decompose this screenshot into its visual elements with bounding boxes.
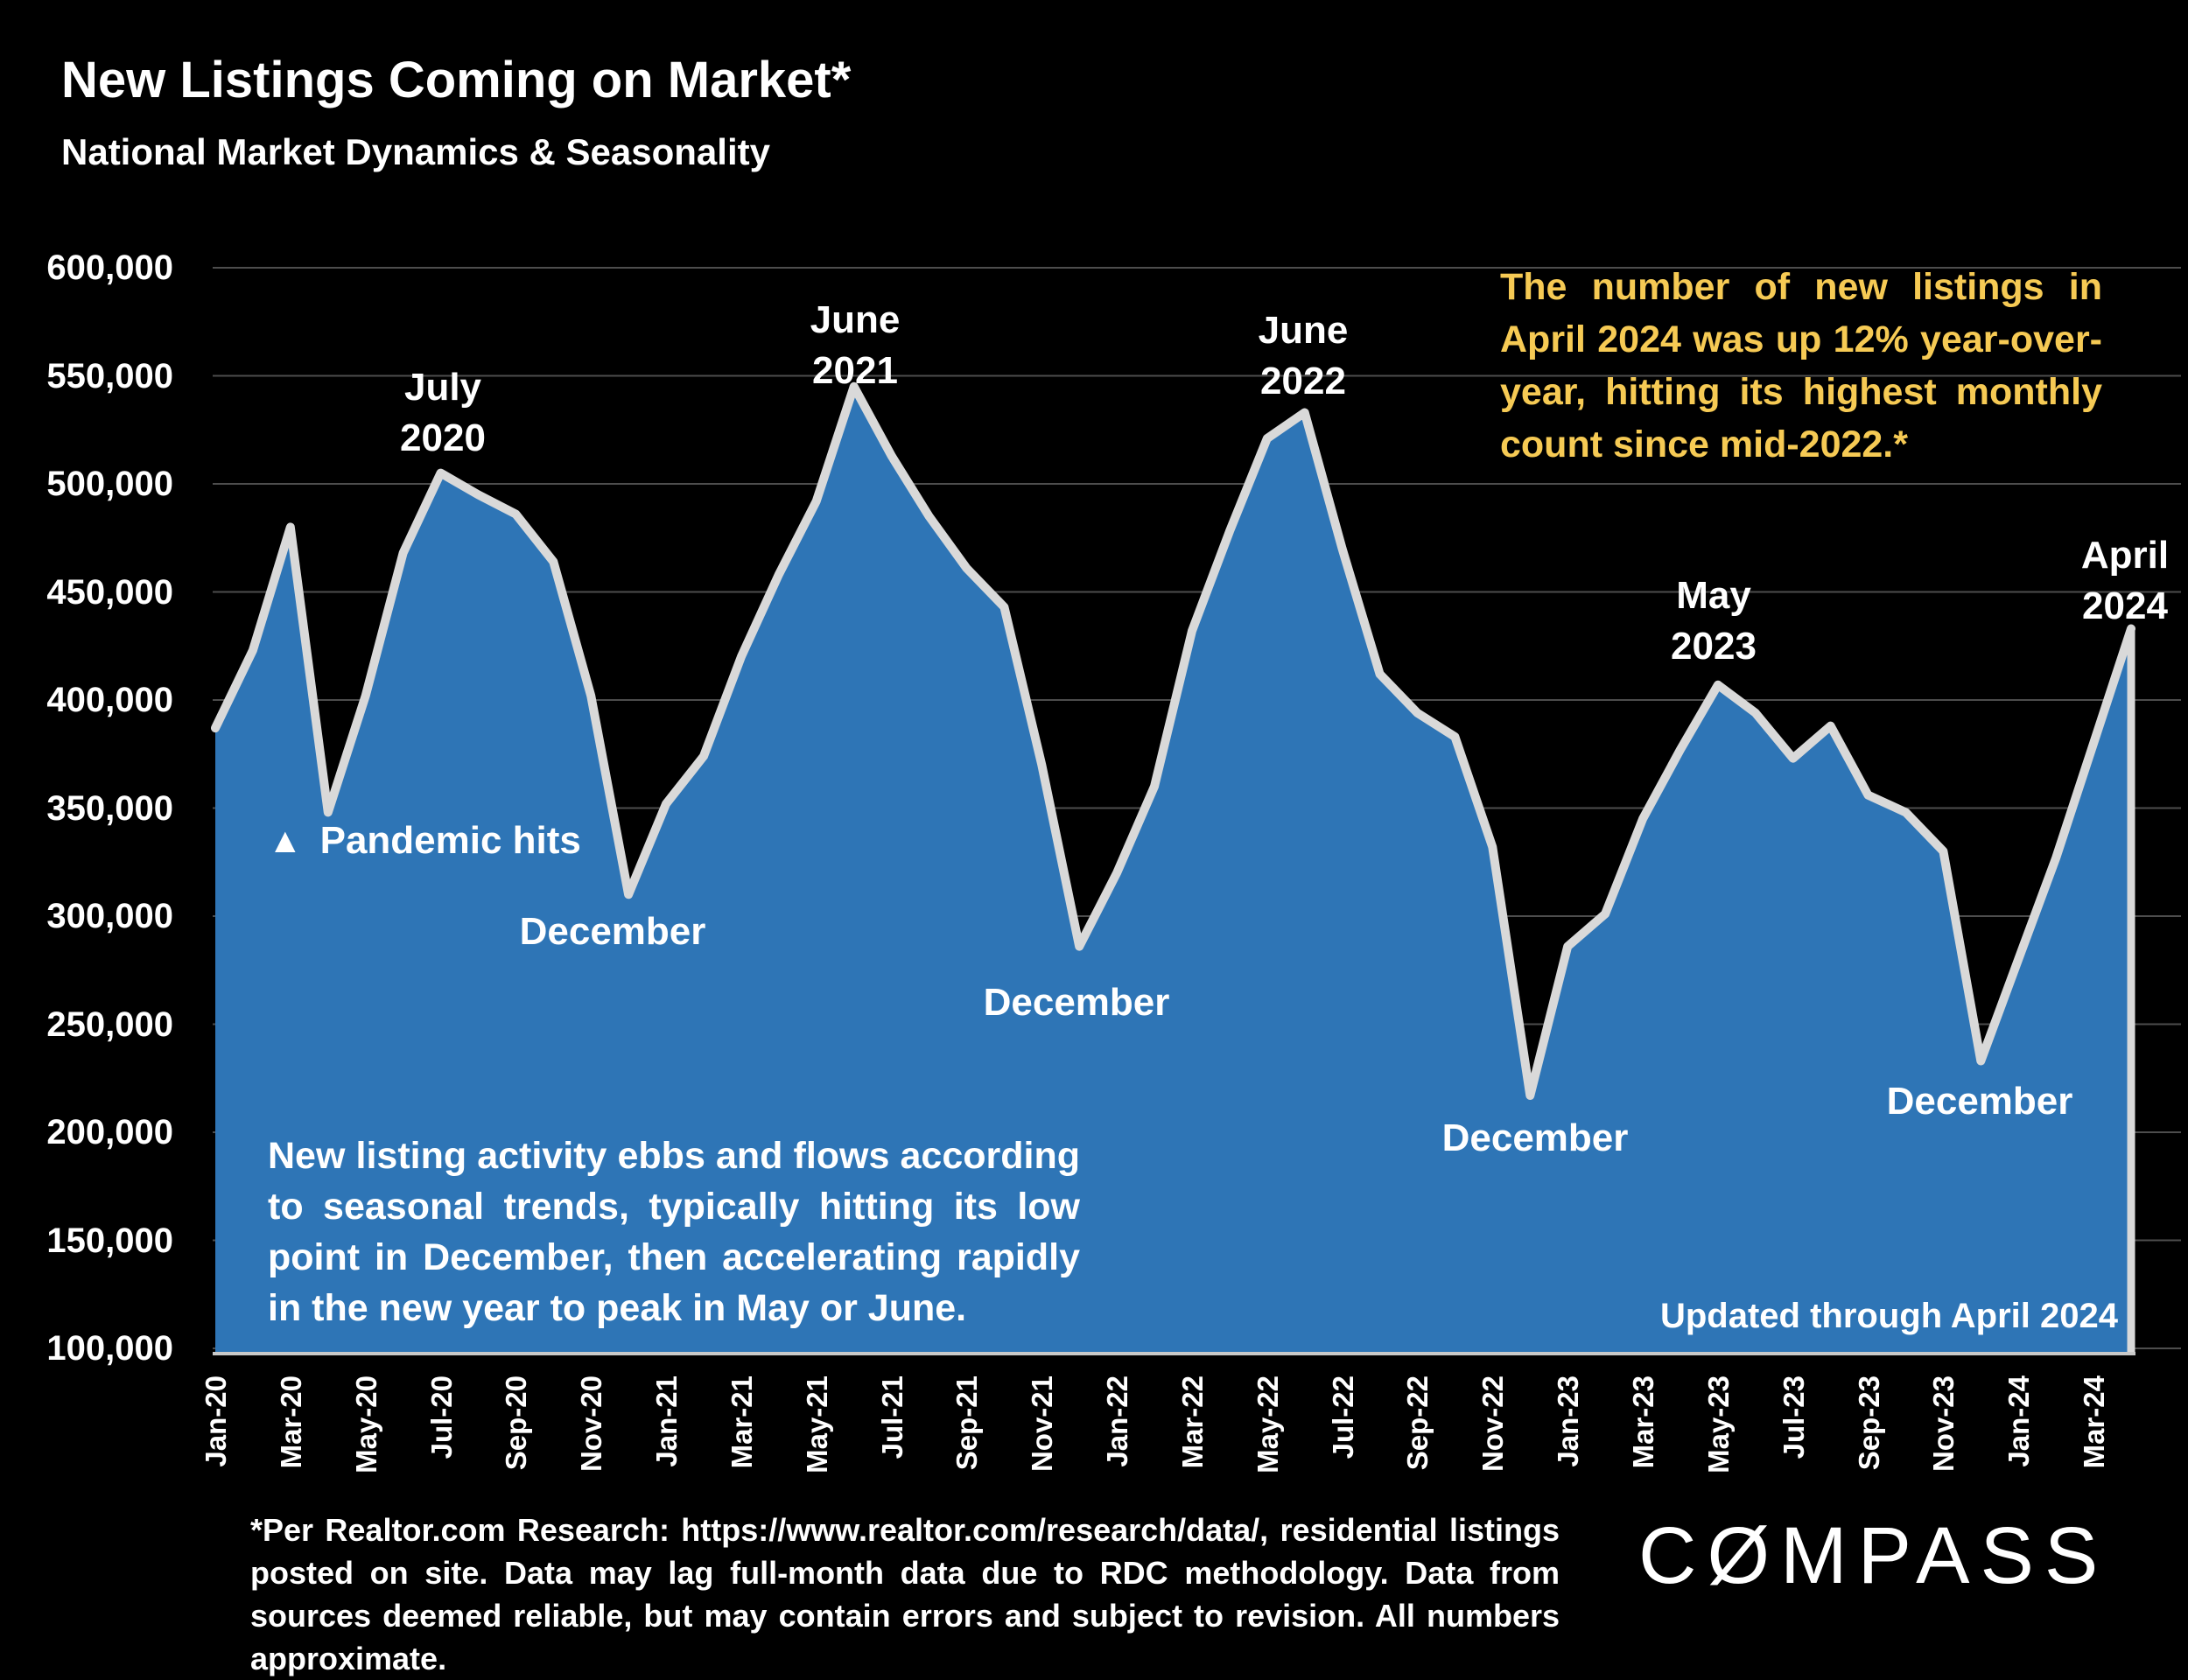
peak-label-may-2023: May 2023 (1671, 570, 1757, 672)
y-axis-tick-label: 500,000 (46, 465, 173, 503)
peak-label-line: 2022 (1260, 360, 1346, 402)
y-axis-tick-label: 550,000 (46, 356, 173, 396)
x-axis-tick-label: Nov-23 (1927, 1376, 1960, 1473)
x-axis-tick-label: Nov-22 (1476, 1376, 1510, 1473)
x-axis-tick-label: Sep-22 (1401, 1376, 1434, 1471)
y-axis-tick-label: 600,000 (46, 248, 173, 287)
peak-label-june-2022: June 2022 (1259, 305, 1349, 407)
page-subtitle: National Market Dynamics & Seasonality (61, 131, 770, 172)
peak-label-line: 2020 (400, 416, 486, 459)
y-axis-tick-label: 350,000 (46, 788, 173, 828)
seasonality-callout: New listing activity ebbs and flows acco… (268, 1135, 1080, 1329)
highlight-callout: The number of new listings in April 2024… (1500, 266, 2102, 466)
y-axis-tick-label: 300,000 (46, 897, 173, 935)
x-axis-tick-label: Nov-21 (1026, 1376, 1059, 1473)
peak-label-line: May (1676, 574, 1751, 617)
trough-label-dec-2021: December (983, 981, 1170, 1024)
x-axis-tick-label: Jan-21 (650, 1376, 684, 1467)
x-axis-tick-label: Nov-20 (575, 1376, 608, 1473)
footnote: *Per Realtor.com Research: https://www.r… (250, 1512, 1560, 1676)
peak-label-line: 2021 (812, 349, 898, 392)
y-axis-tick-label: 450,000 (46, 572, 173, 612)
x-axis-tick-label: Jul-20 (424, 1376, 458, 1460)
x-axis-tick-label: Jul-23 (1777, 1376, 1810, 1460)
area-chart (211, 267, 2181, 1355)
y-axis-tick-label: 100,000 (46, 1329, 173, 1368)
x-axis-tick-label: May-20 (349, 1376, 382, 1474)
x-axis-tick-label: Mar-24 (2078, 1376, 2111, 1469)
x-axis-tick-label: Mar-22 (1175, 1376, 1209, 1469)
y-axis-tick-label: 250,000 (46, 1004, 173, 1044)
page-title: New Listings Coming on Market* (61, 52, 852, 108)
peak-label-line: 2023 (1671, 625, 1757, 668)
x-axis-tick-label: May-22 (1251, 1376, 1284, 1474)
y-axis-tick-label: 400,000 (46, 681, 173, 719)
y-axis-tick-label: 150,000 (46, 1221, 173, 1260)
x-axis-tick-label: Jan-22 (1101, 1376, 1134, 1467)
slide: { "page": { "title": "New Listings Comin… (46, 52, 2181, 1676)
x-axis-tick-label: Jan-24 (2002, 1376, 2036, 1467)
y-axis-tick-label: 200,000 (46, 1113, 173, 1152)
x-axis-tick-label: Mar-20 (274, 1376, 307, 1469)
x-axis-tick-label: May-21 (800, 1376, 833, 1474)
area-series (215, 386, 2131, 1352)
x-axis-tick-label: Sep-21 (950, 1376, 984, 1471)
x-axis-tick-label: Sep-20 (500, 1376, 533, 1471)
trend-line (211, 382, 2135, 1100)
x-axis-tick-label: May-23 (1701, 1376, 1735, 1474)
x-axis-tick-label: Jul-22 (1326, 1376, 1359, 1460)
compass-logo: CØMPASS (1638, 1511, 2109, 1600)
pandemic-label: Pandemic hits (319, 819, 581, 862)
trough-label-dec-2022: December (1441, 1116, 1629, 1159)
x-axis-tick-label: Jan-23 (1552, 1376, 1585, 1467)
peak-label-line: June (810, 298, 901, 341)
peak-label-july-2020: July 2020 (400, 362, 486, 464)
pandemic-callout: ▲ Pandemic hits (268, 819, 581, 863)
x-axis-tick-label: Jan-20 (200, 1376, 232, 1467)
trough-label-dec-2023: December (1886, 1080, 2073, 1123)
peak-label-april-2024: April 2024 (2081, 530, 2169, 632)
x-axis-tick-label: Mar-21 (725, 1376, 758, 1469)
trough-label-dec-2020: December (519, 910, 706, 953)
x-axis-tick-label: Mar-23 (1627, 1376, 1660, 1469)
peak-label-line: July (403, 366, 482, 409)
peak-label-line: June (1258, 309, 1349, 352)
peak-label-line: April (2080, 534, 2170, 577)
updated-note: Updated through April 2024 (1659, 1297, 2118, 1335)
x-axis-tick-label: Jul-21 (875, 1376, 908, 1460)
triangle-marker-icon: ▲ (268, 821, 303, 860)
peak-label-line: 2024 (2082, 584, 2168, 627)
peak-label-june-2021: June 2021 (810, 295, 901, 396)
x-axis-tick-label: Sep-23 (1852, 1376, 1885, 1471)
